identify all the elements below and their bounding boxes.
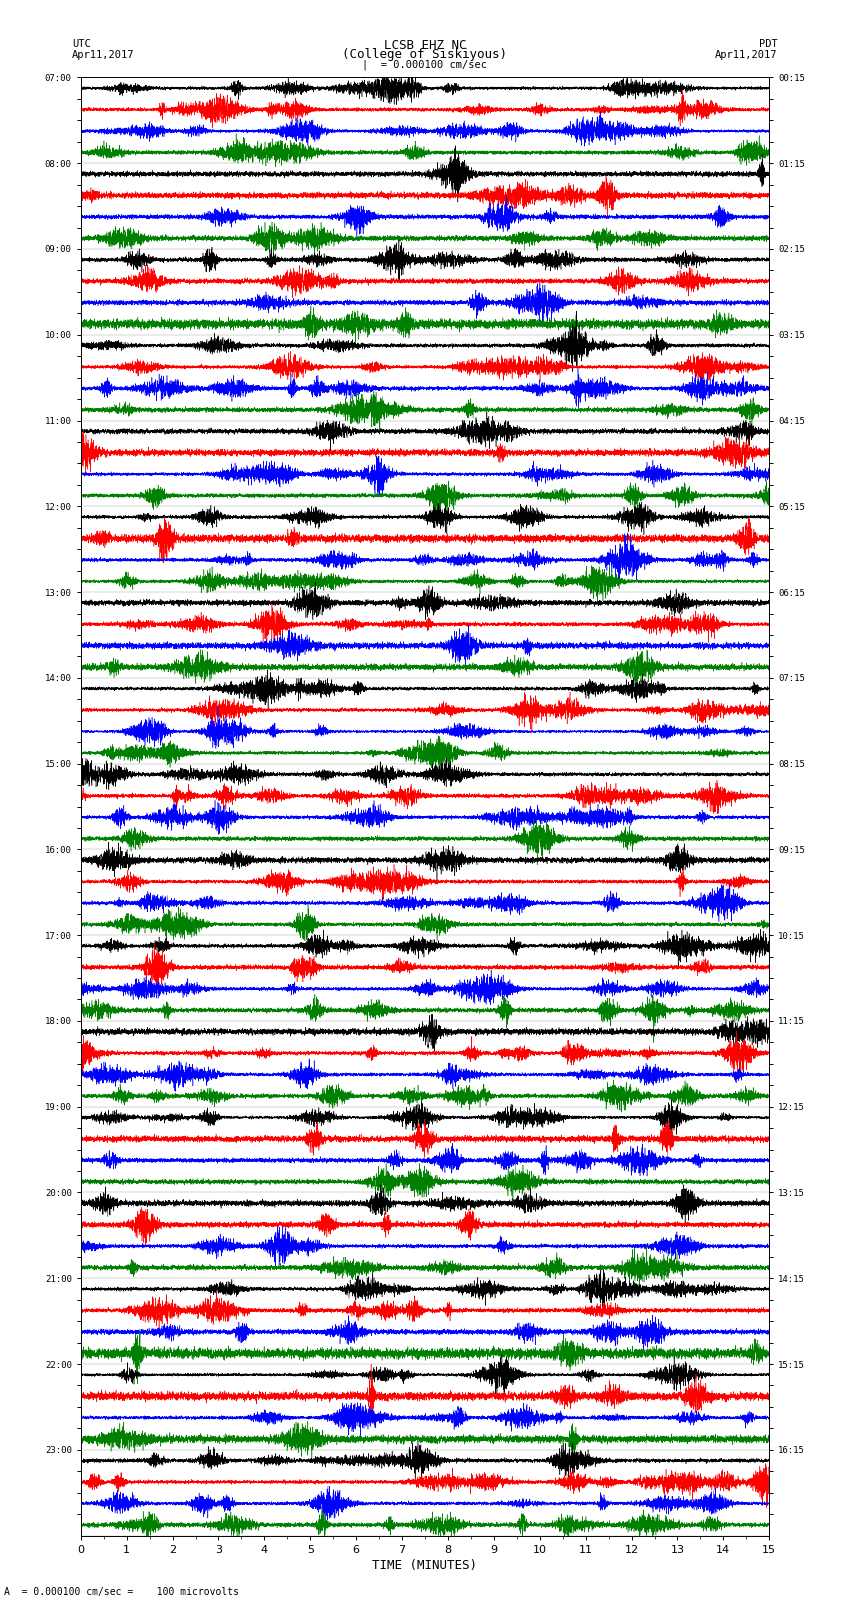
Text: UTC
Apr11,2017: UTC Apr11,2017 xyxy=(72,39,135,60)
Text: (College of Siskiyous): (College of Siskiyous) xyxy=(343,48,507,61)
Text: |  = 0.000100 cm/sec: | = 0.000100 cm/sec xyxy=(362,60,488,71)
Text: A  = 0.000100 cm/sec =    100 microvolts: A = 0.000100 cm/sec = 100 microvolts xyxy=(4,1587,239,1597)
Text: PDT
Apr11,2017: PDT Apr11,2017 xyxy=(715,39,778,60)
Text: LCSB EHZ NC: LCSB EHZ NC xyxy=(383,39,467,52)
X-axis label: TIME (MINUTES): TIME (MINUTES) xyxy=(372,1558,478,1571)
